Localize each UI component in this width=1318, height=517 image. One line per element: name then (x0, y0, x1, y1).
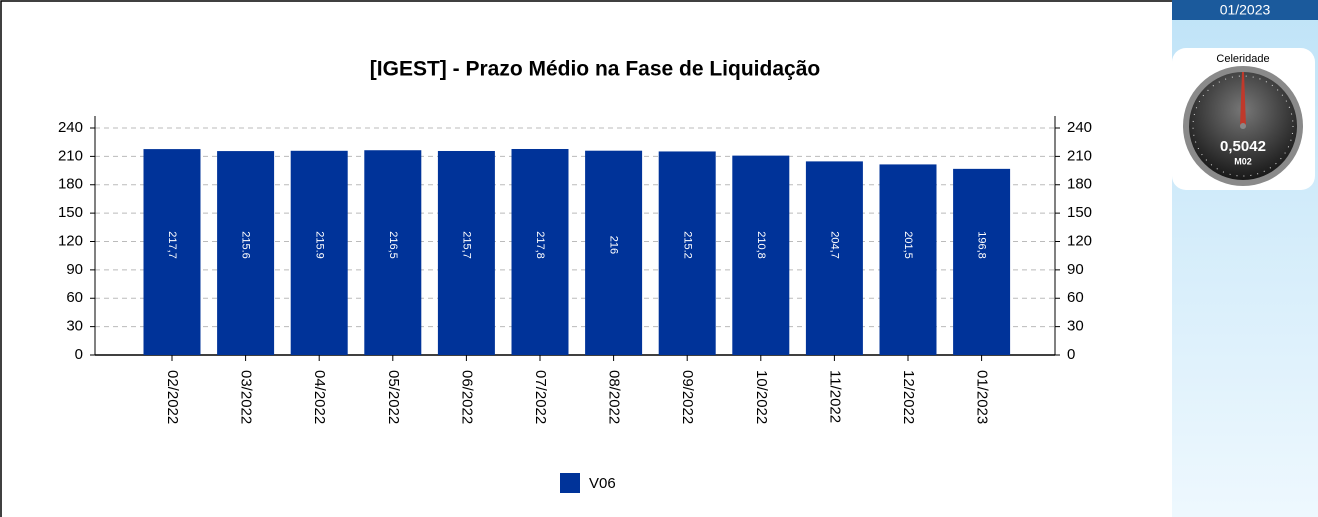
value-label: 215.2 (681, 231, 693, 259)
period: 01/2023 (1220, 2, 1271, 18)
gauge-needle (1240, 72, 1246, 126)
y-tick-label: 180 (58, 176, 83, 193)
y2-tick-label: 240 (1067, 119, 1092, 136)
y2-tick-label: 180 (1067, 176, 1092, 193)
x-tick-label: 02/2022 (164, 370, 181, 424)
gauge-code: M02 (1234, 156, 1252, 166)
gauge-value: 0,5042 (1220, 138, 1266, 155)
gauge-ticks (1192, 75, 1294, 177)
y-tick-label: 210 (58, 147, 83, 164)
y2-tick-label: 0 (1067, 346, 1075, 363)
bar (732, 155, 790, 355)
value-label: 201,5 (902, 231, 914, 259)
value-label: 215,7 (460, 231, 472, 259)
y-tick-label: 0 (75, 346, 83, 363)
x-tick-label: 07/2022 (532, 370, 549, 424)
y-tick-label: 120 (58, 232, 83, 249)
bar (805, 161, 863, 355)
gauge-hub (1240, 123, 1246, 129)
chart-title: [IGEST] - Prazo Médio na Fase de Liquida… (370, 58, 820, 81)
bar (217, 151, 275, 355)
y2-tick-label: 90 (1067, 261, 1084, 278)
bar (437, 150, 495, 355)
bar (953, 168, 1011, 355)
value-label: 215.6 (240, 231, 252, 259)
value-label: 196,8 (976, 231, 988, 259)
value-label: 216 (608, 236, 620, 254)
y-tick-label: 60 (66, 289, 83, 306)
x-tick-label: 11/2022 (826, 370, 843, 423)
value-label: 215.9 (313, 231, 325, 259)
x-tick-label: 08/2022 (606, 370, 623, 424)
bar (585, 150, 643, 355)
chart-frame (0, 0, 1172, 517)
x-tick-label: 06/2022 (458, 370, 475, 424)
value-label: 210,8 (755, 231, 767, 259)
y-tick-label: 90 (66, 261, 83, 278)
bar (143, 149, 201, 355)
legend-label: V06 (589, 475, 616, 492)
x-tick-label: 01/2023 (974, 370, 991, 424)
value-label: 217,8 (534, 231, 546, 259)
bar (511, 148, 569, 355)
bar (879, 164, 937, 355)
period-header (1172, 0, 1318, 20)
bar (658, 151, 716, 355)
x-tick-label: 10/2022 (753, 370, 770, 424)
y2-tick-label: 60 (1067, 289, 1084, 306)
gauge-title: Celeridade (1216, 53, 1269, 65)
y-tick-label: 150 (58, 204, 83, 221)
y2-tick-label: 150 (1067, 204, 1092, 221)
x-tick-label: 09/2022 (679, 370, 696, 424)
x-tick-label: 04/2022 (311, 370, 328, 424)
value-label: 217,7 (166, 231, 178, 259)
x-tick-label: 03/2022 (238, 370, 255, 424)
y-tick-label: 30 (66, 318, 83, 335)
y2-tick-label: 30 (1067, 318, 1084, 335)
y2-tick-label: 120 (1067, 232, 1092, 249)
x-tick-label: 05/2022 (385, 370, 402, 424)
value-label: 216,5 (387, 231, 399, 259)
y2-tick-label: 210 (1067, 147, 1092, 164)
legend-swatch (560, 473, 580, 493)
x-tick-label: 12/2022 (900, 370, 917, 424)
bar (290, 150, 348, 355)
value-label: 204,7 (828, 231, 840, 259)
bar (364, 150, 422, 355)
y-tick-label: 240 (58, 119, 83, 136)
